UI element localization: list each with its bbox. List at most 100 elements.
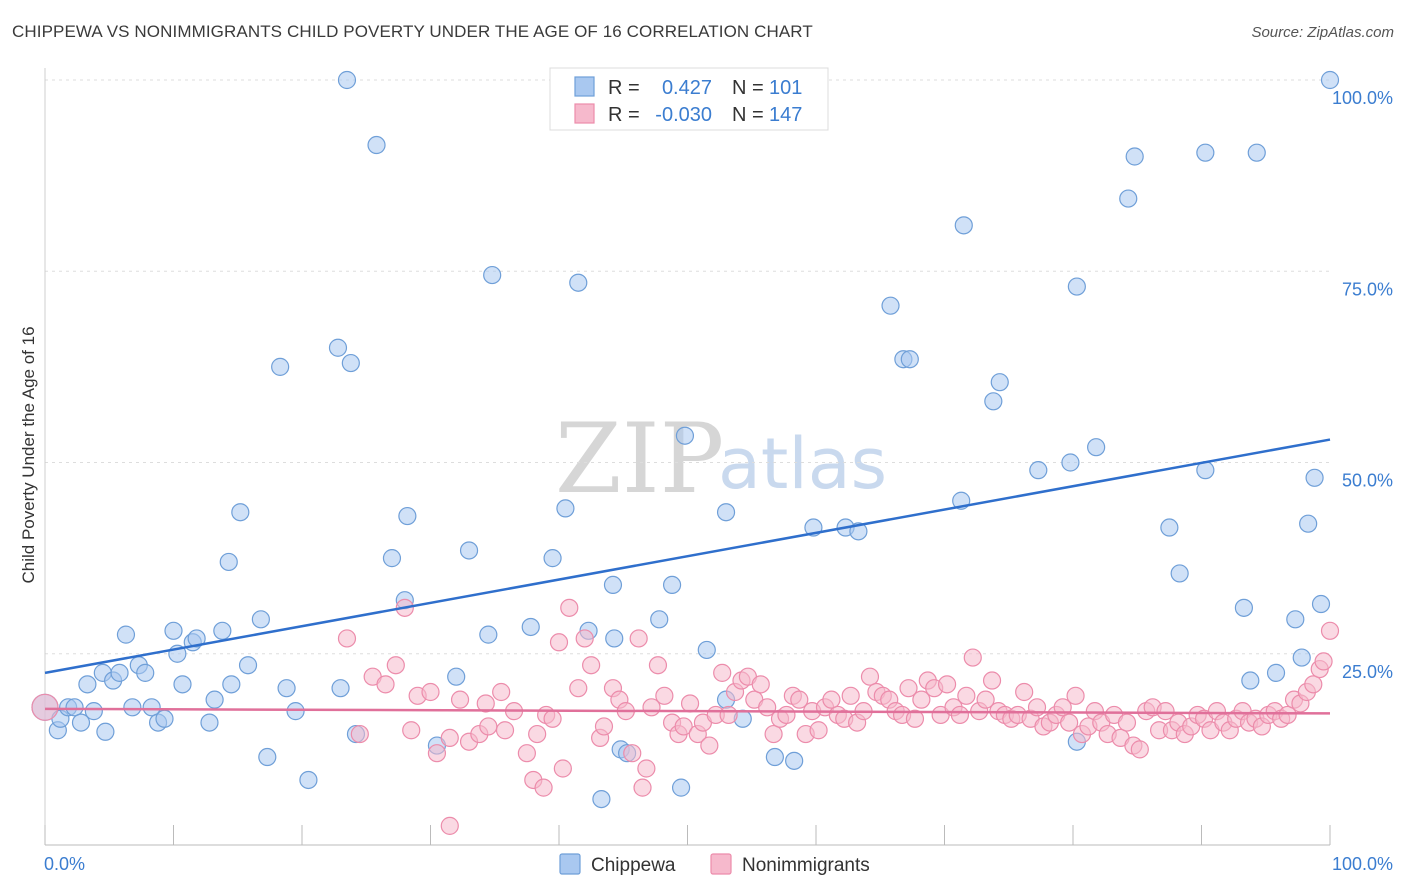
watermark-atlas: atlas	[718, 423, 887, 505]
chippewa-point	[271, 357, 290, 376]
nonimmigrants-trendline	[44, 707, 1331, 715]
chippewa-point	[697, 640, 716, 660]
chippewa-point	[447, 667, 466, 686]
legend-box	[549, 67, 829, 131]
nonimmigrants-point	[841, 686, 860, 705]
legend-r-value-2: -0.030	[655, 104, 712, 126]
nonimmigrants-point	[629, 629, 648, 648]
chippewa-point	[483, 265, 502, 285]
chippewa-point	[1125, 147, 1144, 166]
chippewa-point	[569, 273, 588, 292]
chippewa-point	[286, 702, 305, 721]
nonimmigrants-point	[751, 675, 770, 694]
chippewa-point	[136, 663, 155, 682]
nonimmigrants-point	[517, 744, 536, 763]
chippewa-point	[716, 503, 736, 522]
nonimmigrants-point	[1314, 652, 1333, 671]
chippewa-point	[521, 617, 540, 637]
chippewa-point	[1087, 438, 1106, 457]
chippewa-point	[219, 552, 238, 572]
nonimmigrants-point	[528, 724, 547, 744]
nonimmigrants-point	[560, 598, 579, 617]
chippewa-point	[1241, 671, 1260, 690]
nonimmigrants-point	[440, 728, 459, 748]
chippewa-point	[1286, 610, 1305, 629]
nonimmigrants-point	[1278, 705, 1297, 725]
nonimmigrants-point	[594, 717, 614, 736]
nonimmigrants-point	[421, 682, 440, 702]
nonimmigrants-point	[31, 693, 59, 721]
nonimmigrants-point	[376, 675, 395, 694]
nonimmigrants-point	[899, 679, 918, 698]
chippewa-point	[173, 675, 192, 694]
chippewa-point	[277, 679, 296, 698]
series-legend-label-nonimmigrants: Nonimmigrants	[742, 855, 870, 876]
nonimmigrants-point	[860, 667, 880, 686]
chippewa-point	[592, 789, 611, 809]
chippewa-point	[662, 575, 682, 595]
nonimmigrants-point	[957, 686, 976, 705]
nonimmigrants-point	[534, 778, 553, 797]
nonimmigrants-point	[569, 679, 588, 698]
x-tick-labels: 0.0% 100.0%	[44, 854, 1393, 874]
nonimmigrants-point	[674, 717, 693, 736]
nonimmigrants-point	[633, 778, 652, 797]
chippewa-point	[398, 506, 417, 526]
nonimmigrants-point	[479, 717, 498, 736]
y-tick-label: 100.0%	[1332, 88, 1393, 108]
nonimmigrants-point	[1320, 621, 1340, 640]
y-tick-labels: 25.0% 50.0% 75.0% 100.0%	[1332, 88, 1393, 682]
legend-n-label-2: N =	[732, 104, 764, 126]
chippewa-point	[96, 722, 115, 741]
chippewa-point	[671, 778, 691, 797]
chart-title: CHIPPEWA VS NONIMMIGRANTS CHILD POVERTY …	[12, 22, 813, 41]
nonimmigrants-point	[492, 682, 511, 702]
nonimmigrants-point	[637, 759, 656, 778]
chippewa-point	[1292, 648, 1311, 667]
nonimmigrants-point	[777, 705, 796, 725]
chippewa-point	[205, 690, 224, 709]
chippewa-point	[556, 499, 575, 518]
chippewa-point	[990, 373, 1009, 392]
chippewa-point	[299, 770, 318, 790]
series-legend: Chippewa Nonimmigrants	[559, 853, 870, 876]
nonimmigrants-point	[1066, 686, 1085, 705]
nonimmigrants-point	[623, 744, 642, 763]
nonimmigrants-point	[950, 705, 970, 725]
nonimmigrants-point	[976, 690, 995, 709]
nonimmigrants-point	[582, 656, 601, 675]
watermark-zip: ZIP	[555, 403, 724, 515]
chippewa-point	[123, 698, 142, 717]
chippewa-point	[650, 610, 669, 629]
chippewa-point	[1266, 663, 1286, 682]
nonimmigrants-point	[713, 663, 732, 682]
nonimmigrants-point	[790, 690, 809, 709]
legend-swatch-chippewa	[574, 76, 595, 97]
nonimmigrants-point	[427, 744, 447, 763]
nonimmigrants-points	[31, 598, 1340, 835]
nonimmigrants-point	[912, 690, 931, 709]
chippewa-point	[605, 629, 624, 648]
trendlines	[44, 438, 1331, 715]
nonimmigrants-point	[1015, 682, 1034, 702]
chippewa-point	[238, 656, 258, 675]
nonimmigrants-point	[402, 721, 421, 740]
nonimmigrants-point	[1304, 675, 1323, 694]
y-tick-label: 50.0%	[1342, 471, 1393, 491]
nonimmigrants-point	[809, 721, 828, 740]
chippewa-trendline	[44, 438, 1331, 675]
chippewa-point	[337, 70, 357, 90]
legend-r-label-1: R =	[608, 77, 640, 99]
nonimmigrants-point	[764, 724, 783, 744]
chippewa-point	[213, 621, 232, 640]
nonimmigrants-point	[822, 690, 841, 709]
chippewa-point	[881, 296, 900, 315]
chippewa-point	[1320, 70, 1340, 90]
chippewa-point	[984, 392, 1003, 411]
chippewa-point	[785, 751, 804, 770]
chippewa-point	[900, 350, 919, 369]
chippewa-point	[675, 426, 695, 445]
nonimmigrants-point	[543, 709, 562, 728]
chippewa-point	[1247, 143, 1266, 162]
y-tick-label: 75.0%	[1342, 279, 1393, 299]
